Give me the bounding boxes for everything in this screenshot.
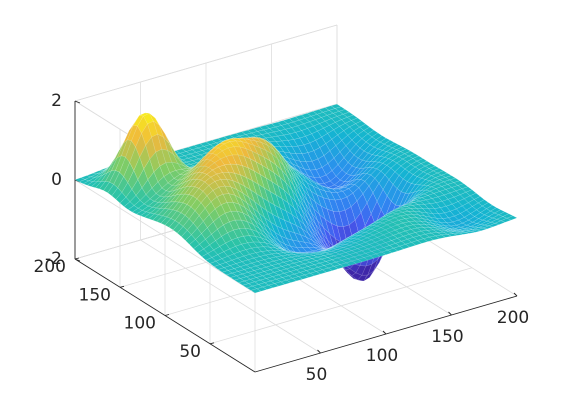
surface-patch: [465, 189, 477, 197]
y-tick-mark: [119, 285, 125, 288]
surface-patch: [404, 150, 416, 157]
surface-patch: [441, 173, 452, 178]
y-tick-label: 50: [179, 342, 201, 362]
surface-patch: [408, 153, 420, 159]
x-tick-mark: [382, 330, 387, 335]
x-tick-label: 50: [306, 365, 328, 385]
z-tick-mark: [74, 100, 81, 104]
z-tick-mark: [74, 258, 81, 262]
surface-patch: [416, 158, 428, 164]
surface-patch: [334, 106, 346, 112]
surface-patch: [355, 120, 366, 128]
surface-patch: [412, 155, 424, 162]
z-tick-label: 0: [51, 170, 62, 190]
x-tick-label: 100: [366, 346, 398, 366]
surface-patch: [375, 135, 387, 143]
y-tick-label: 150: [79, 285, 111, 305]
surface-mesh: [74, 103, 518, 294]
x-tick-mark: [317, 349, 321, 354]
surface-patch: [367, 129, 379, 138]
surface-patch: [420, 160, 432, 167]
x-tick-label: 150: [431, 327, 463, 347]
surface-patch: [330, 103, 342, 109]
surface-patch: [490, 207, 501, 214]
y-tick-mark: [209, 342, 215, 345]
z-tick-label: -2: [45, 249, 62, 269]
surface-patch: [342, 111, 354, 118]
surface-patch: [498, 211, 510, 217]
surface-patch: [486, 204, 497, 212]
surface-patch: [473, 196, 485, 204]
x-tick-mark: [513, 292, 518, 297]
grid-line: [209, 267, 473, 345]
z-tick-label: 2: [51, 91, 62, 111]
surface-patch: [506, 215, 518, 221]
surface-patch: [453, 180, 465, 186]
axis-lines: [74, 100, 518, 373]
surface-patch: [445, 175, 457, 181]
surface-patch: [363, 126, 375, 135]
grid-line: [74, 179, 256, 294]
x-tick-label: 200: [497, 308, 529, 328]
surface-patch: [379, 137, 391, 145]
y-tick-mark: [164, 314, 170, 316]
y-tick-label: 200: [34, 257, 66, 277]
surface-patch: [424, 163, 436, 169]
x-tick-mark: [448, 311, 452, 316]
y-tick-label: 100: [124, 314, 156, 334]
surface-patch: [338, 109, 350, 115]
surface-patch: [351, 117, 362, 124]
box-edge: [74, 24, 338, 102]
surface-patch: [396, 146, 407, 152]
